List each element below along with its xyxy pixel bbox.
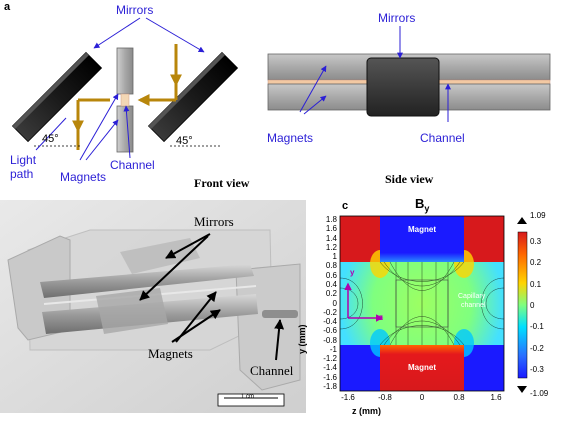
- right-mirror: [147, 51, 239, 143]
- photo-channel-label: Channel: [250, 363, 294, 378]
- photo-channel-arrow: [274, 319, 285, 361]
- bottom-magnet: [116, 105, 134, 153]
- photo-mirror-2: [96, 288, 168, 334]
- colorbar-tick-label: -0.3: [530, 365, 544, 374]
- inset-y-label: y: [350, 268, 355, 277]
- panel-a-letter: a: [4, 1, 11, 13]
- magnets-arrow-bottom: [85, 119, 119, 161]
- colorbar-max-label: 1.09: [530, 211, 546, 220]
- colorbar-tick-label: 0.1: [530, 279, 542, 289]
- photo-mirror-1: [120, 238, 200, 274]
- y-tick-label: -1.4: [323, 363, 337, 373]
- y-tick-label: -0.4: [323, 317, 337, 327]
- capillary-label-line2: channel: [461, 302, 486, 309]
- colorbar-max-triangle: [517, 217, 527, 224]
- y-tick-label: -1.6: [323, 372, 337, 382]
- field-magnet-top-label: Magnet: [408, 225, 436, 234]
- side-view-diagram: [267, 53, 551, 117]
- capillary-channel-label: Capillary channel: [458, 292, 486, 310]
- photo-magnets-arrow-1: [175, 291, 217, 343]
- photo-magnets-arrow-2: [171, 309, 221, 343]
- y-tick-label: -0.8: [323, 335, 337, 345]
- y-tick-label: 1: [332, 252, 337, 262]
- y-tick-label: -0.6: [323, 326, 337, 336]
- front-view-diagram: [11, 17, 239, 161]
- field-map-title: By: [415, 196, 429, 214]
- colorbar-tick-label: -0.1: [530, 322, 544, 332]
- side-magnets-arrow-top: [299, 65, 327, 113]
- photo-magnets-label: Magnets: [148, 346, 193, 361]
- top-magnet: [116, 47, 134, 95]
- front-channel-label: Channel: [110, 158, 155, 172]
- scale-bar-box: [217, 393, 285, 407]
- y-tick-label: 0.8: [325, 261, 337, 271]
- left-mirror: [11, 51, 103, 143]
- y-tick-label: -1.8: [323, 382, 337, 391]
- light-path: [72, 44, 182, 150]
- colorbar: [517, 231, 528, 379]
- y-tick-label: -1: [329, 344, 337, 354]
- colorbar-tick-label: -0.2: [530, 343, 544, 353]
- x-tick-label: -0.8: [378, 393, 392, 402]
- scale-bar-label: 1 cm: [241, 394, 255, 400]
- y-tick-label: 1.4: [325, 233, 337, 243]
- front-view-title: Front view: [194, 176, 250, 190]
- field-map: [339, 215, 528, 393]
- panel-c-letter: c: [342, 200, 349, 212]
- y-tick-label: 0.4: [325, 279, 337, 289]
- y-tick-label: 1.2: [325, 242, 337, 252]
- light-path-label: Light path: [10, 153, 37, 181]
- field-channel: [395, 279, 449, 328]
- field-bottom-magnet: [380, 345, 464, 391]
- colorbar-min-label: -1.09: [530, 389, 549, 398]
- mirrors-arrow-right: [145, 17, 205, 53]
- light-path-arrow: [35, 117, 67, 151]
- channel-gap: [120, 93, 130, 107]
- mirrors-arrow-left: [93, 17, 141, 49]
- side-channel-label: Channel: [420, 131, 465, 145]
- capillary-label-line1: Capillary: [458, 293, 486, 300]
- colorbar-min-triangle: [517, 386, 527, 393]
- y-tick-label: -1.2: [323, 354, 337, 364]
- y-tick-label: 0.6: [325, 270, 337, 280]
- side-view-title: Side view: [385, 172, 434, 186]
- x-tick-label: 1.6: [490, 393, 502, 402]
- angle-left-label: 45°: [42, 133, 59, 145]
- field-y-axis-label: y (mm): [297, 324, 307, 354]
- field-x-axis-label: z (mm): [352, 406, 381, 416]
- field-map-title-main: B: [415, 196, 425, 211]
- photo-upper-bar: [40, 264, 254, 298]
- photo-mirrors-arrow-1: [165, 233, 211, 259]
- field-lines: [339, 261, 505, 346]
- y-tick-label: 1.6: [325, 224, 337, 234]
- side-magnets-label: Magnets: [267, 131, 314, 145]
- side-mirrors-label: Mirrors: [378, 11, 416, 25]
- x-tick-label: -1.6: [341, 393, 355, 402]
- side-magnets-arrow-bottom: [303, 95, 327, 115]
- y-tick-label: -0.2: [323, 307, 337, 317]
- channel-arrow: [123, 105, 131, 159]
- side-view-arrows: [299, 26, 451, 122]
- y-tick-label: 0.2: [325, 289, 337, 299]
- side-mirror-block: [366, 57, 440, 117]
- y-tick-label: 1.8: [325, 215, 337, 224]
- device-photo: [0, 200, 306, 413]
- field-magnet-bottom-label: Magnet: [408, 363, 436, 372]
- photo-mirrors-label: Mirrors: [194, 214, 234, 229]
- x-tick-label: 0.8: [453, 393, 465, 402]
- x-tick-label: 0: [419, 393, 425, 402]
- front-magnets-label: Magnets: [60, 170, 107, 184]
- front-mirrors-label: Mirrors: [116, 3, 154, 17]
- field-top-magnet: [380, 216, 464, 262]
- photo-channel-tube: [262, 310, 298, 318]
- angle-right-label: 45°: [176, 135, 193, 147]
- y-tick-label: 0: [332, 298, 337, 308]
- colorbar-tick-label: 0.3: [530, 237, 542, 246]
- inset-z-label: z: [379, 313, 383, 322]
- photo-mirrors-arrow-2: [139, 235, 209, 301]
- colorbar-tick-label: 0.2: [530, 258, 542, 268]
- magnets-arrow-top: [79, 93, 119, 161]
- field-map-title-sub: y: [424, 203, 430, 214]
- colorbar-tick-label: 0: [530, 301, 535, 310]
